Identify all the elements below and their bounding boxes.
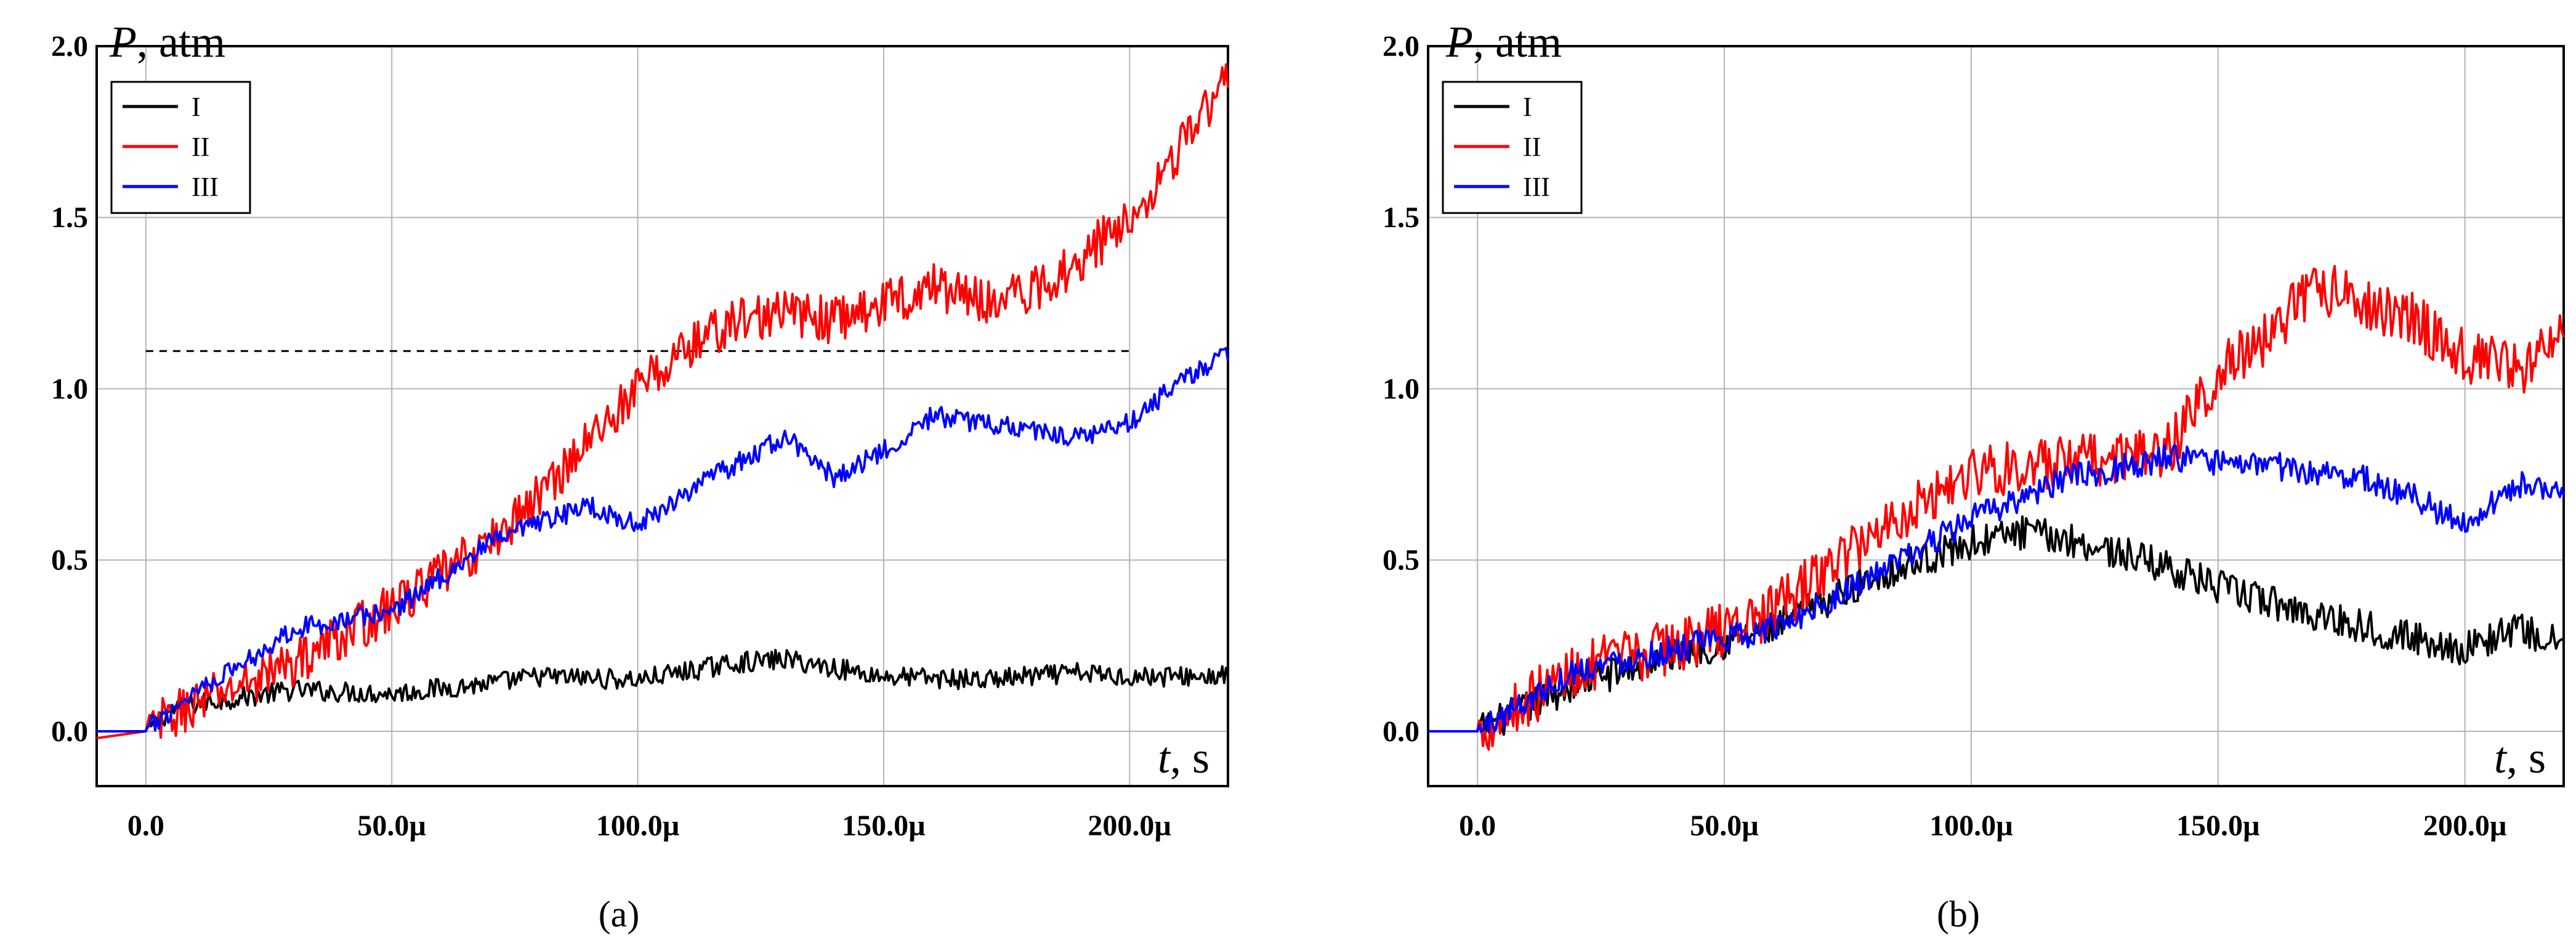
x-tick-labels-b: 0.0 50.0µ 100.0µ 150.0µ 200.0µ: [1459, 809, 2506, 842]
grid-b: [1428, 46, 2564, 786]
x-tick-label: 0.0: [127, 809, 164, 842]
x-tick-label: 100.0µ: [1929, 809, 2013, 842]
caption-b: (b): [1937, 894, 1980, 934]
y-axis-unit-b: , atm: [1473, 17, 1562, 66]
x-tick-label: 100.0µ: [596, 809, 680, 842]
panel-b: 0.0 0.5 1.0 1.5 2.0 0.0 50.0µ 100.0µ 150.0µ 200.…: [1383, 17, 2565, 934]
x-tick-label: 200.0µ: [2423, 809, 2507, 842]
series-line-I: [97, 649, 1229, 733]
y-tick-label: 2.0: [1383, 30, 1419, 63]
y-tick-label: 0.5: [1383, 544, 1419, 577]
series-group-b: [1428, 265, 2565, 751]
y-tick-labels-b: 0.0 0.5 1.0 1.5 2.0: [1383, 30, 1419, 748]
x-tick-label: 0.0: [1459, 809, 1496, 842]
legend-label-III: III: [192, 172, 219, 202]
y-axis-label-b: P, atm: [1445, 17, 1562, 66]
y-tick-labels-a: 0.0 0.5 1.0 1.5 2.0: [51, 30, 88, 748]
series-line-III: [97, 347, 1229, 733]
y-tick-label: 1.5: [51, 201, 88, 234]
y-axis-var-a: P: [109, 17, 137, 66]
x-tick-label: 50.0µ: [1690, 809, 1759, 842]
y-tick-label: 1.0: [1383, 372, 1419, 405]
y-tick-label: 1.0: [51, 372, 88, 405]
legend-label-I: I: [192, 92, 201, 122]
caption-a: (a): [599, 894, 640, 934]
series-line-I: [1428, 515, 2564, 737]
y-tick-label: 2.0: [51, 30, 88, 63]
y-axis-unit-a: , atm: [137, 17, 225, 66]
y-tick-label: 0.5: [51, 544, 88, 577]
x-tick-label: 200.0µ: [1088, 809, 1171, 842]
x-axis-var-b: t: [2494, 733, 2508, 782]
legend-label-II: II: [192, 132, 209, 162]
series-line-III: [1428, 444, 2565, 734]
y-tick-label: 0.0: [51, 715, 88, 748]
y-axis-label-a: P, atm: [109, 17, 225, 66]
plot-frame-b: [1427, 45, 2565, 787]
plot-frame-a: [95, 45, 1229, 787]
panel-a: 0.0 0.5 1.0 1.5 2.0 0.0 50.0µ 100.0µ 150.0µ 200.…: [51, 17, 1229, 934]
x-tick-label: 50.0µ: [357, 809, 426, 842]
x-tick-labels-a: 0.0 50.0µ 100.0µ 150.0µ 200.0µ: [127, 809, 1171, 842]
x-axis-unit-a: , s: [1170, 733, 1209, 782]
y-axis-var-b: P: [1445, 17, 1473, 66]
x-tick-label: 150.0µ: [842, 809, 926, 842]
x-axis-var-a: t: [1158, 733, 1171, 782]
y-tick-label: 1.5: [1383, 201, 1419, 234]
x-axis-label-b: t, s: [2494, 733, 2546, 782]
x-tick-label: 150.0µ: [2176, 809, 2260, 842]
series-line-II: [1428, 265, 2565, 751]
series-group-a: [96, 63, 1229, 740]
legend-label-III: III: [1523, 172, 1550, 202]
series-line-II: [96, 63, 1229, 740]
y-tick-label: 0.0: [1383, 715, 1419, 748]
legend-label-I: I: [1523, 92, 1532, 122]
x-axis-label-a: t, s: [1158, 733, 1209, 782]
x-axis-unit-b: , s: [2506, 733, 2546, 782]
legend-label-II: II: [1523, 132, 1541, 162]
